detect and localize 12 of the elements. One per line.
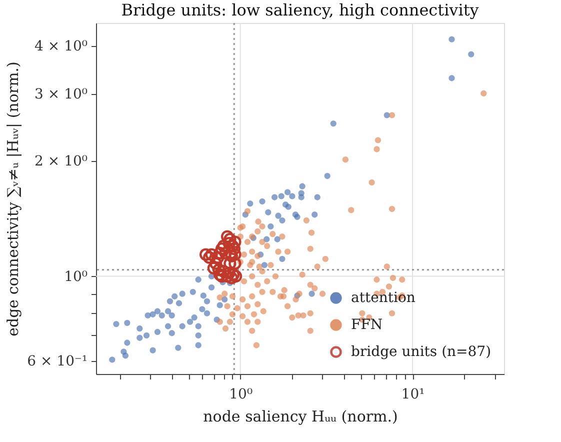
y-tick-label: 2 × 10⁰ bbox=[34, 154, 88, 170]
y-tick-label: 10⁰ bbox=[64, 268, 88, 285]
chart-title: Bridge units: low saliency, high connectivity bbox=[121, 0, 479, 20]
legend-label: attention bbox=[351, 290, 416, 306]
legend-label: FFN bbox=[351, 317, 383, 333]
y-tick-label: 6 × 10⁻¹ bbox=[27, 354, 88, 370]
y-tick-label: 3 × 10⁰ bbox=[34, 86, 88, 102]
x-tick-label: 10¹ bbox=[401, 386, 425, 402]
y-tick-label: 4 × 10⁰ bbox=[34, 38, 88, 55]
y-axis-title: edge connectivity ∑ᵥ≠ᵤ |Hᵤᵥ| (norm.) bbox=[4, 62, 22, 336]
x-axis-title: node saliency Hᵤᵤ (norm.) bbox=[203, 408, 398, 426]
legend-label: bridge units (n=87) bbox=[351, 344, 492, 360]
